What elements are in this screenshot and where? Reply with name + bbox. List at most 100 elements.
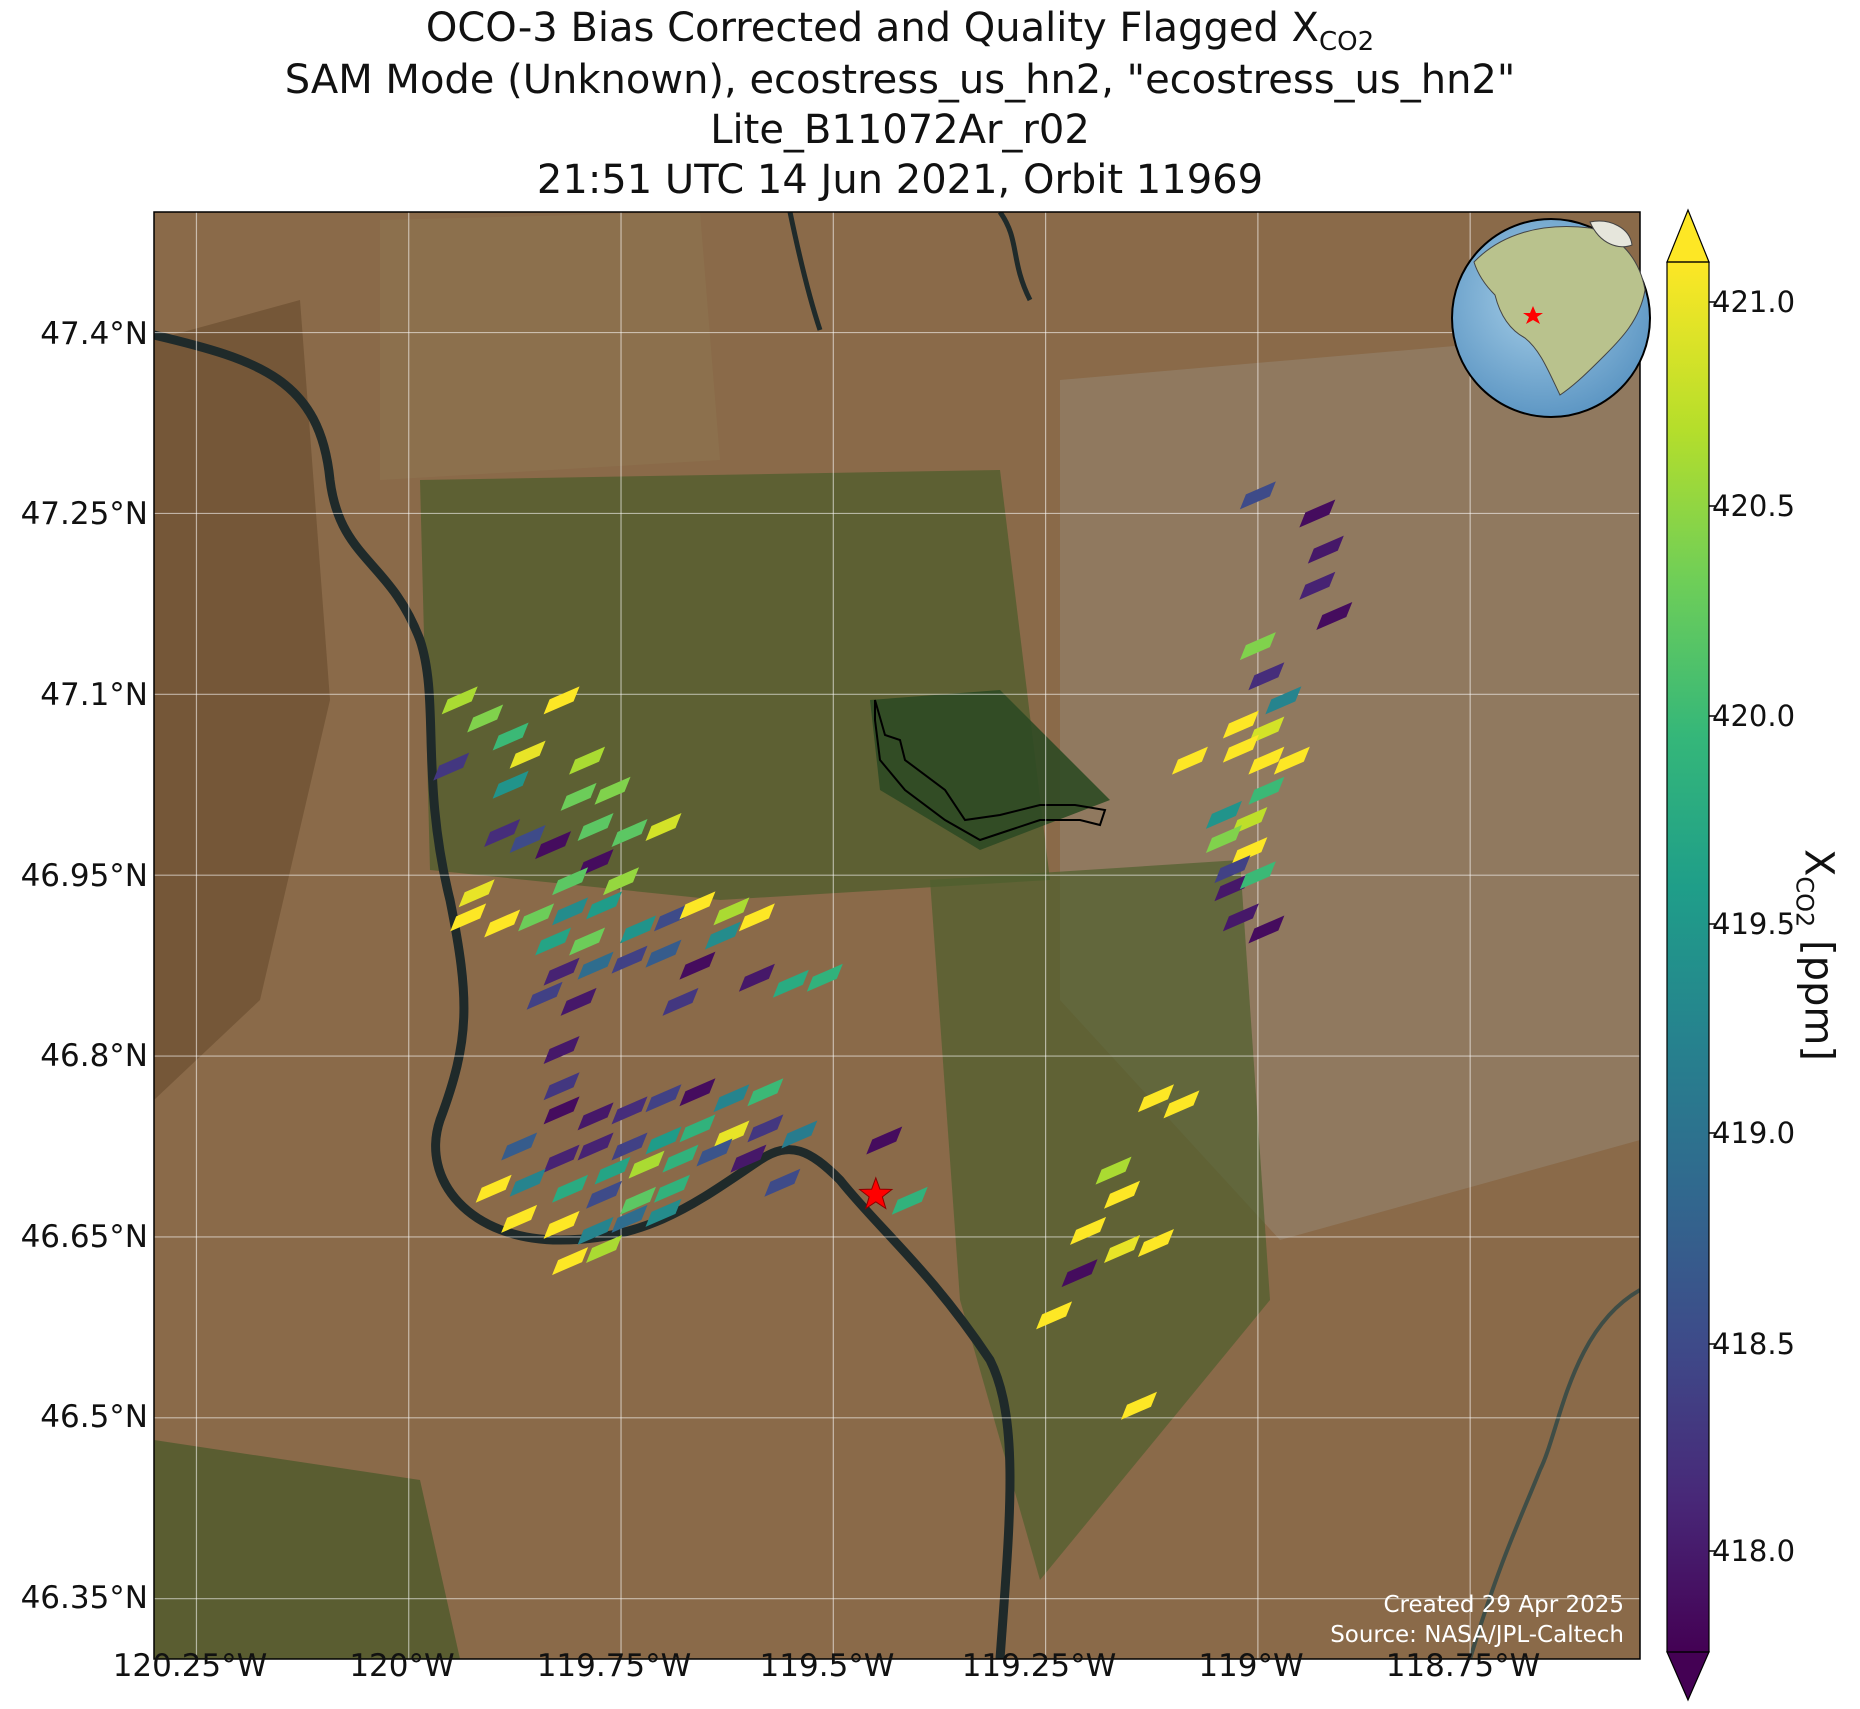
xco2-sounding [772,969,809,998]
xco2-sounding [730,1144,767,1173]
xco2-sounding [569,746,606,775]
xco2-sounding [577,812,614,841]
colorbar-tick-label: 420.5 [1712,489,1796,523]
xco2-sounding [594,1156,631,1185]
xco2-sounding [577,951,614,980]
xco2-sounding [1104,1235,1141,1264]
title-text: OCO-3 Bias Corrected and Quality Flagged… [425,5,1319,51]
xco2-sounding [645,1084,682,1113]
xco2-sounding [1205,825,1242,854]
xco2-sounding [1248,746,1285,775]
xco2-sounding [628,1150,665,1179]
xco2-sounding [1265,686,1302,715]
lon-tick-label: 119.25°W [961,1648,1117,1684]
xco2-sounding [662,1144,699,1173]
xco2-sounding [484,909,521,938]
xco2-sounding [747,1114,784,1143]
xco2-sounding [1239,861,1276,890]
xco2-sounding [1171,746,1208,775]
lake-green [870,690,1110,850]
xco2-sounding [458,879,495,908]
colorbar-tick-label: 419.5 [1712,907,1796,941]
lon-tick-label: 120°W [349,1648,455,1684]
xco2-sounding [1137,1228,1174,1257]
colorbar-min-extend [1666,1651,1710,1702]
xco2-sounding [1248,915,1285,944]
xco2-sounding [560,782,597,811]
xco2-sounding [713,897,750,926]
xco2-sounding [1214,855,1251,884]
xco2-sounding [467,704,504,733]
title-line-2: SAM Mode (Unknown), ecostress_us_hn2, "e… [284,57,1516,103]
xco2-sounding [645,812,682,841]
xco2-sounding [552,1174,589,1203]
xco2-sounding [526,981,563,1010]
colorbar-title-subscript: CO2 [1790,876,1819,928]
xco2-sounding [891,1186,928,1215]
xco2-sounding [586,1180,623,1209]
lon-tick-label: 118.75°W [1385,1648,1541,1684]
xco2-sounding [1222,734,1259,763]
xco2-sounding [509,825,546,854]
lat-tick-label: 47.25°N [20,496,148,532]
lon-tick-label: 120.25°W [112,1648,268,1684]
xco2-sounding [738,963,775,992]
xco2-sounding [653,903,690,932]
xco2-sounding [543,1036,580,1065]
xco2-sounding [679,1078,716,1107]
map-gridlines [154,212,1640,1659]
site-star-icon [858,1176,894,1210]
xco2-sounding [492,770,529,799]
globe-icon [1451,218,1651,418]
xco2-sounding [645,1198,682,1227]
xco2-sounding [577,1102,614,1131]
colorbar-title-text: X [1795,849,1842,877]
colorbar-tick-label: 418.5 [1712,1327,1796,1361]
lat-tick-label: 46.65°N [20,1219,148,1255]
terrain-dark-hills [154,300,330,1100]
xco2-sounding [645,1126,682,1155]
xco2-sounding [1248,662,1285,691]
xco2-sounding [603,867,640,896]
xco2-sounding [1205,800,1242,829]
xco2-sounding [620,1186,657,1215]
xco2-sounding [1248,776,1285,805]
xco2-sounding [1137,1084,1174,1113]
title-line-3: Lite_B11072Ar_r02 [710,107,1090,153]
lon-tick-label: 119.75°W [536,1648,692,1684]
xco2-sounding [586,1235,623,1264]
farmland-north [380,212,720,480]
xco2-sounding [535,927,572,956]
colorbar-tick-label: 418.0 [1712,1534,1796,1568]
xco2-sounding [501,1204,538,1233]
terrain-plateau [420,470,1050,900]
xco2-sounding [509,740,546,769]
lat-tick-label: 46.35°N [20,1580,148,1616]
xco2-sounding [1104,1180,1141,1209]
xco2-sounding [1222,903,1259,932]
xco2-sounding [611,1204,648,1233]
xco2-sounding [679,951,716,980]
xco2-sounding [611,819,648,848]
xco2-sounding [713,1084,750,1113]
river-northeast [997,212,1033,302]
credit-source: Source: NASA/JPL-Caltech [1330,1622,1624,1648]
xco2-sounding [543,1144,580,1173]
xco2-sounding [1299,499,1336,528]
lat-tick-label: 46.95°N [20,858,148,894]
xco2-sounding [1316,601,1353,630]
xco2-sounding [1163,1090,1200,1119]
xco2-sounding [484,819,521,848]
xco2-sounding [543,1210,580,1239]
farmland-southwest [154,1440,460,1659]
xco2-sounding [653,1174,690,1203]
xco2-sounding [611,1132,648,1161]
xco2-sounding [569,927,606,956]
satellite-basemap [154,212,1640,1659]
xco2-sounding [1121,1391,1158,1420]
boundary-outline [874,699,1107,842]
xco2-sounding [552,1247,589,1276]
xco2-sounding [611,945,648,974]
xco2-sounding [662,987,699,1016]
xco2-sounding [764,1168,801,1197]
